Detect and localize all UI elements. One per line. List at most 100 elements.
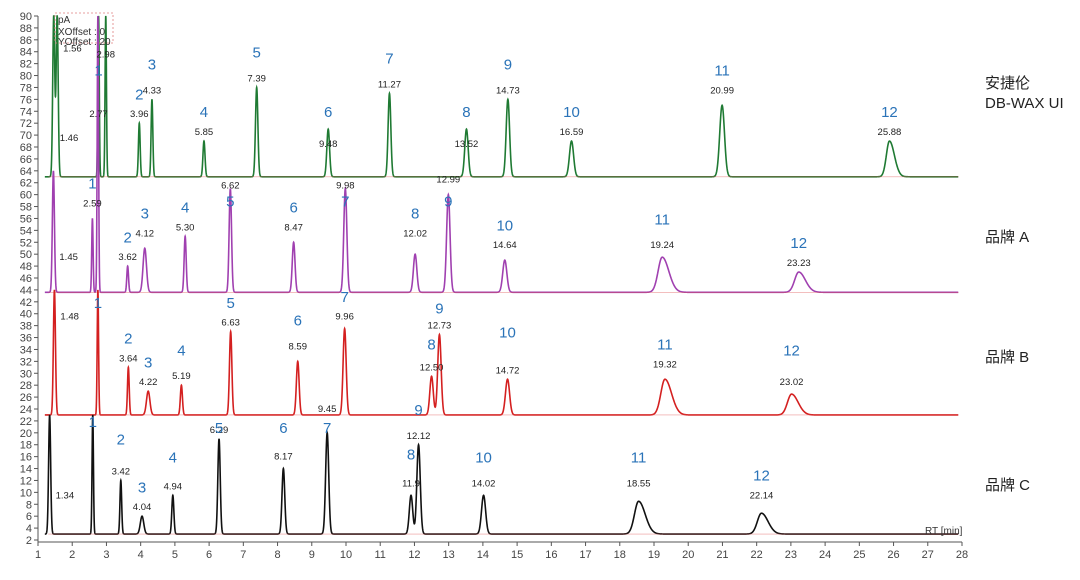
y-tick-label: 86: [20, 35, 32, 47]
peak-rt-label: 3.42: [112, 467, 131, 478]
peak-rt-label: 5.19: [172, 371, 191, 382]
y-tick-label: 22: [20, 416, 32, 428]
peak-number: 5: [215, 420, 223, 437]
y-tick-label: 90: [20, 11, 32, 23]
series-label: DB-WAX UI: [985, 95, 1064, 112]
peak-rt-label: 19.24: [650, 240, 674, 251]
peak-number: 1: [88, 176, 96, 193]
peak-number: 6: [279, 420, 287, 437]
y-tick-label: 42: [20, 297, 32, 309]
x-tick-label: 21: [716, 549, 728, 561]
y-tick-label: 6: [26, 511, 32, 523]
y-tick-label: 8: [26, 499, 32, 511]
peak-number: 7: [385, 51, 393, 68]
y-tick-label: 12: [20, 475, 32, 487]
y-tick-label: 58: [20, 202, 32, 214]
y-tick-label: 38: [20, 321, 32, 333]
y-tick-label: 32: [20, 356, 32, 368]
peak-rt-label: 8.59: [288, 341, 307, 352]
peak-rt-label: 12.73: [428, 321, 452, 332]
y-tick-label: 54: [20, 225, 32, 237]
y-tick-label: 56: [20, 213, 32, 225]
x-tick-label: 10: [340, 549, 352, 561]
y-tick-label: 4: [26, 523, 32, 535]
x-axis-label: RT [min]: [925, 526, 963, 537]
y-tick-label: 18: [20, 440, 32, 452]
peak-rt-label: 12.50: [420, 362, 444, 373]
y-tick-label: 40: [20, 309, 32, 321]
peak-number: 7: [323, 420, 331, 437]
x-tick-label: 6: [206, 549, 212, 561]
y-tick-label: 14: [20, 464, 32, 476]
peak-rt-label: 18.55: [627, 478, 651, 489]
peak-number: 11: [631, 450, 647, 467]
solvent-rt-label: 1.48: [60, 312, 79, 323]
peak-number: 9: [444, 194, 452, 211]
peak-number: 9: [414, 402, 422, 419]
x-tick-label: 9: [309, 549, 315, 561]
peak-rt-label: 9.48: [319, 139, 338, 150]
series-label: 安捷伦: [985, 75, 1030, 92]
x-tick-label: 26: [887, 549, 899, 561]
peak-rt-label: 12.02: [403, 228, 427, 239]
peak-number: 8: [462, 104, 470, 121]
y-tick-label: 10: [20, 487, 32, 499]
series-label: 品牌 C: [985, 477, 1030, 494]
peak-rt-label: 4.22: [139, 377, 158, 388]
peak-number: 1: [89, 414, 97, 431]
peak-number: 6: [294, 313, 302, 330]
peak-number: 6: [324, 104, 332, 121]
solvent-rt-label: 1.45: [59, 252, 78, 263]
solvent-rt-label: 1.46: [60, 133, 78, 144]
y-tick-label: 80: [20, 71, 32, 83]
x-tick-label: 11: [375, 549, 386, 561]
x-tick-label: 27: [922, 549, 934, 561]
peak-rt-label: 8.47: [284, 222, 303, 233]
y-tick-label: 84: [20, 47, 32, 59]
y-tick-label: 78: [20, 82, 32, 94]
x-tick-label: 4: [138, 549, 144, 561]
peak-number: 3: [138, 479, 146, 496]
solvent-rt-label: 1.34: [56, 490, 75, 501]
peak-rt-label: 3.96: [130, 109, 149, 120]
peak-number: 4: [169, 450, 177, 467]
y-tick-label: 50: [20, 249, 32, 261]
peak-rt-label: 6.29: [210, 425, 229, 436]
y-tick-label: 70: [20, 130, 32, 142]
peak-rt-label: 16.59: [560, 127, 584, 138]
y-tick-label: 36: [20, 333, 32, 345]
y-tick-label: 66: [20, 154, 32, 166]
solvent-rt-label: 1.56: [63, 44, 82, 55]
peak-number: 6: [289, 200, 297, 217]
offset-box: [54, 12, 114, 44]
traces: [44, 15, 959, 535]
x-tick-label: 14: [477, 549, 489, 561]
peak-number: 8: [427, 336, 435, 353]
y-tick-label: 76: [20, 94, 32, 106]
peak-number: 3: [141, 205, 149, 222]
x-tick-label: 20: [682, 549, 694, 561]
y-unit: pA: [58, 15, 71, 26]
peak-number: 3: [148, 57, 156, 74]
peak-rt-label: 3.64: [119, 353, 138, 364]
x-tick-label: 2: [69, 549, 75, 561]
trace-2: [44, 15, 959, 294]
y-tick-label: 52: [20, 237, 32, 249]
y-tick-label: 34: [20, 344, 32, 356]
y-tick-label: 60: [20, 190, 32, 202]
peak-number: 4: [200, 104, 208, 121]
x-tick-label: 13: [443, 549, 455, 561]
peak-number: 10: [499, 325, 516, 342]
x-tick-label: 17: [579, 549, 591, 561]
peak-number: 5: [253, 45, 261, 62]
trace-4: [44, 414, 959, 535]
peak-number: 9: [435, 301, 443, 318]
x-tick-label: 7: [240, 549, 246, 561]
peak-number: 12: [753, 467, 770, 484]
peak-number: 10: [563, 104, 580, 121]
peak-rt-label: 2.77: [89, 109, 108, 120]
peak-rt-label: 2.98: [97, 50, 116, 61]
y-tick-label: 44: [20, 285, 32, 297]
